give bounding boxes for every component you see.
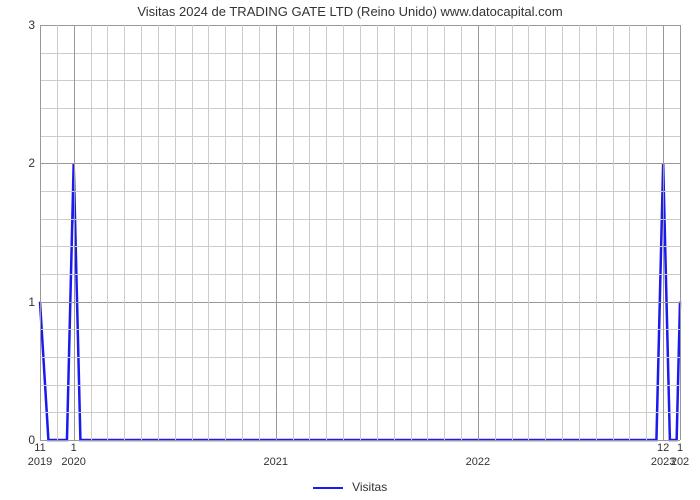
gridline-v-minor xyxy=(427,25,428,440)
y-tick-label: 3 xyxy=(28,18,35,32)
gridline-v-minor xyxy=(613,25,614,440)
chart-title: Visitas 2024 de TRADING GATE LTD (Reino … xyxy=(0,4,700,19)
gridline-v-minor xyxy=(545,25,546,440)
gridline-v-major xyxy=(680,25,681,440)
y-tick-label: 1 xyxy=(28,295,35,309)
gridline-v-minor xyxy=(360,25,361,440)
gridline-v-minor xyxy=(158,25,159,440)
legend: Visitas xyxy=(0,480,700,494)
gridline-h-major xyxy=(40,440,680,441)
gridline-v-minor xyxy=(192,25,193,440)
gridline-v-minor xyxy=(57,25,58,440)
x-tick-label-month: 1 xyxy=(677,442,683,454)
x-tick-label-year: 2021 xyxy=(264,456,288,468)
x-tick-label-month: 11 xyxy=(34,442,45,454)
gridline-v-minor xyxy=(579,25,580,440)
x-tick-label-year: 2022 xyxy=(466,456,490,468)
x-tick-label-month: 12 xyxy=(657,442,669,454)
gridline-v-minor xyxy=(343,25,344,440)
gridline-v-minor xyxy=(528,25,529,440)
gridline-v-major xyxy=(663,25,664,440)
y-tick-label: 2 xyxy=(28,156,35,170)
x-tick-label-year: 2020 xyxy=(61,456,85,468)
gridline-v-major xyxy=(74,25,75,440)
gridline-v-minor xyxy=(208,25,209,440)
gridline-v-major xyxy=(40,25,41,440)
gridline-v-minor xyxy=(377,25,378,440)
gridline-v-minor xyxy=(107,25,108,440)
gridline-v-minor xyxy=(309,25,310,440)
gridline-v-minor xyxy=(562,25,563,440)
gridline-v-major xyxy=(276,25,277,440)
x-tick-label-month: 1 xyxy=(71,442,77,454)
x-tick-label-year: 2019 xyxy=(28,456,52,468)
plot-area xyxy=(40,25,680,440)
gridline-v-major xyxy=(478,25,479,440)
gridline-v-minor xyxy=(91,25,92,440)
gridline-v-minor xyxy=(596,25,597,440)
gridline-v-minor xyxy=(293,25,294,440)
gridline-v-minor xyxy=(394,25,395,440)
gridline-v-minor xyxy=(175,25,176,440)
x-tick-label-year: 202 xyxy=(671,456,689,468)
legend-label: Visitas xyxy=(352,480,387,494)
gridline-v-minor xyxy=(629,25,630,440)
gridline-v-minor xyxy=(461,25,462,440)
gridline-v-minor xyxy=(646,25,647,440)
gridline-v-minor xyxy=(444,25,445,440)
legend-swatch xyxy=(313,487,343,490)
gridline-v-minor xyxy=(225,25,226,440)
gridline-v-minor xyxy=(411,25,412,440)
gridline-v-minor xyxy=(326,25,327,440)
gridline-v-minor xyxy=(242,25,243,440)
gridline-v-minor xyxy=(495,25,496,440)
gridline-v-minor xyxy=(512,25,513,440)
chart-container: Visitas 2024 de TRADING GATE LTD (Reino … xyxy=(0,0,700,500)
gridline-v-minor xyxy=(141,25,142,440)
gridline-v-minor xyxy=(259,25,260,440)
gridline-v-minor xyxy=(124,25,125,440)
